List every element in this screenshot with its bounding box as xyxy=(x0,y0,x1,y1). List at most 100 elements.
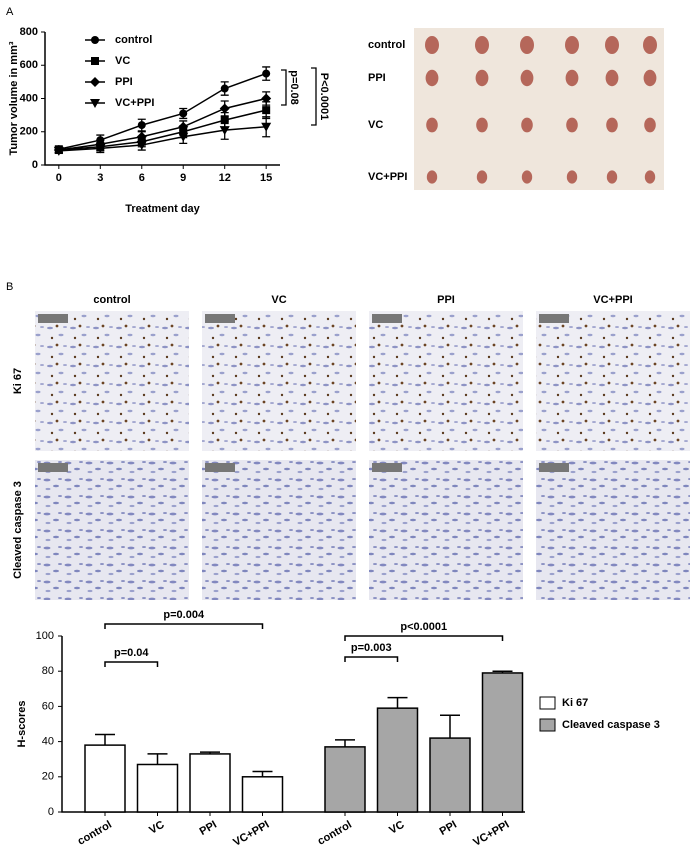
tumor xyxy=(426,170,438,184)
histology-image xyxy=(202,311,356,451)
x-tick-label: 0 xyxy=(56,172,62,184)
bar xyxy=(429,737,471,813)
marker xyxy=(137,121,146,130)
series-line xyxy=(58,97,267,151)
histology-image xyxy=(35,311,189,451)
x-tick-label: 15 xyxy=(260,172,272,184)
y-axis-label: H-scores xyxy=(16,700,28,747)
error-bar xyxy=(147,753,168,765)
scale-bar xyxy=(372,314,402,323)
photo-row-label: VC xyxy=(368,119,383,131)
legend-label: VC xyxy=(115,55,130,67)
annotation: p=0.003 xyxy=(351,642,392,654)
tumor xyxy=(475,69,489,87)
marker xyxy=(95,144,106,154)
photo-row-label: VC+PPI xyxy=(368,171,407,183)
tumor xyxy=(643,69,657,87)
y-tick-label: 0 xyxy=(32,159,38,171)
marker xyxy=(220,116,229,125)
marker xyxy=(90,99,100,108)
bar xyxy=(189,753,231,813)
x-tick-label: VC xyxy=(387,819,406,837)
error-bar xyxy=(95,733,115,746)
y-tick-label: 0 xyxy=(48,806,54,818)
legend-swatch xyxy=(539,718,556,732)
histology-column-label: PPI xyxy=(437,294,455,306)
y-tick-label: 200 xyxy=(20,126,38,138)
tumor xyxy=(565,36,579,54)
y-tick-label: 80 xyxy=(42,665,54,677)
tumor xyxy=(566,170,578,184)
x-tick-label: VC xyxy=(147,819,166,837)
tumor xyxy=(476,117,488,133)
scale-bar xyxy=(539,314,569,323)
scale-bar xyxy=(205,463,235,472)
marker xyxy=(91,57,99,65)
tumor xyxy=(521,170,533,184)
photo-row-label: PPI xyxy=(368,72,386,84)
tumor xyxy=(476,170,488,184)
marker xyxy=(220,84,229,93)
series-line xyxy=(58,72,267,150)
marker xyxy=(91,36,99,44)
bar xyxy=(84,744,126,813)
y-tick-label: 60 xyxy=(42,700,54,712)
y-tick-label: 800 xyxy=(20,26,38,38)
histology-image xyxy=(536,311,690,451)
marker xyxy=(136,141,147,151)
marker xyxy=(179,109,188,118)
marker xyxy=(178,132,189,142)
tumor-photo-items: control PPI VC VC+PPI xyxy=(368,36,657,184)
bar xyxy=(136,763,179,813)
tumor xyxy=(426,117,438,133)
x-tick-label: PPI xyxy=(438,819,459,838)
histology-image xyxy=(35,460,189,600)
panel-label: B xyxy=(6,281,13,293)
tumor xyxy=(520,36,534,54)
annotation: p=0.004 xyxy=(163,609,205,621)
significance-bracket xyxy=(104,661,159,667)
legend-swatch xyxy=(539,696,556,710)
significance-bracket xyxy=(344,635,504,641)
tumor xyxy=(605,69,619,87)
x-axis-label: Treatment day xyxy=(125,203,200,215)
tumor xyxy=(475,36,489,54)
scale-bar xyxy=(539,463,569,472)
annotation: p<0.0001 xyxy=(400,621,447,633)
tumor xyxy=(605,36,619,54)
y-tick-label: 600 xyxy=(20,59,38,71)
photo-row-label: control xyxy=(368,39,405,51)
scale-bar xyxy=(372,463,402,472)
legend-label: VC+PPI xyxy=(115,97,154,109)
y-tick-label: 400 xyxy=(20,92,38,104)
histology-image xyxy=(202,460,356,600)
scale-bar xyxy=(205,314,235,323)
tumor xyxy=(520,69,534,87)
significance-bracket xyxy=(281,69,287,106)
marker xyxy=(262,106,271,115)
x-tick-label: VC+PPI xyxy=(231,819,271,849)
tumor xyxy=(644,117,656,133)
series-line xyxy=(58,126,267,152)
x-tick-label: 3 xyxy=(97,172,103,184)
legend-label: Ki 67 xyxy=(562,697,588,709)
marker xyxy=(219,126,230,136)
marker xyxy=(136,131,147,142)
scale-bar xyxy=(38,463,68,472)
scale-bar xyxy=(38,314,68,323)
tumor xyxy=(606,170,618,184)
marker xyxy=(261,93,272,104)
series-line xyxy=(58,109,267,151)
annotation: P<0.0001 xyxy=(318,73,330,120)
bar xyxy=(376,707,419,813)
error-bar xyxy=(252,770,273,777)
histology-grid: control VC PPI VC+PPI Ki 67 Cleaved caspase 3 xyxy=(12,294,690,600)
x-tick-label: 12 xyxy=(219,172,231,184)
x-tick-label: PPI xyxy=(198,819,219,838)
histology-row-label: Ki 67 xyxy=(12,368,24,394)
legend-label: PPI xyxy=(115,76,133,88)
x-tick-label: 6 xyxy=(139,172,145,184)
marker xyxy=(53,146,64,156)
marker xyxy=(261,122,272,132)
